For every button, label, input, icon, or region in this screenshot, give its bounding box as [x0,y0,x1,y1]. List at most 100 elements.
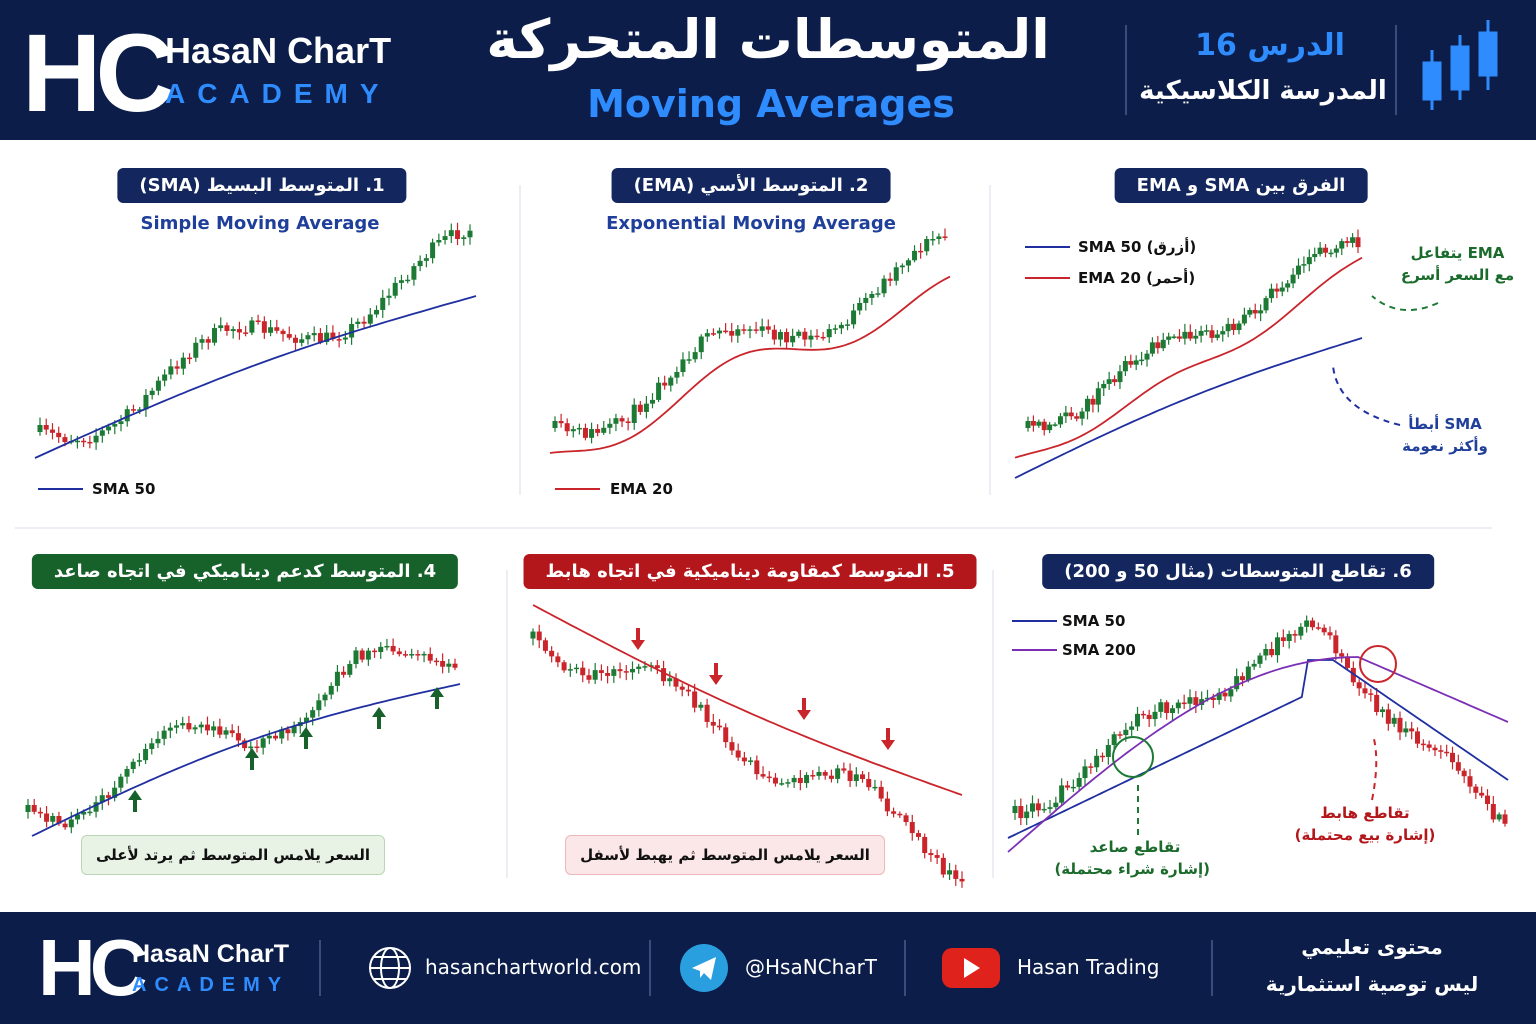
candle-body [1182,331,1188,339]
crossover-marker [1112,736,1154,778]
candle-body [1117,371,1123,383]
charts [15,185,1509,888]
candle-body [293,337,299,343]
candle-body [924,239,930,252]
candle-body [311,333,317,336]
sma-line [1014,337,1363,479]
candle-body [1053,802,1059,808]
sma-line [1007,656,1509,853]
candle-body [698,336,704,353]
candle-body [947,870,953,875]
candle-body [785,782,791,784]
candle-body [249,320,255,333]
candle-body [1176,336,1182,339]
candle-body [1304,620,1310,627]
candle-body [723,330,729,333]
disclaimer: ليس توصية استثمارية [1265,972,1479,996]
candle-body [1158,702,1164,712]
candle-body [1012,806,1018,813]
candle-body [433,660,439,663]
candle-body [1155,342,1161,349]
candle-body [136,760,142,762]
candle-body [847,770,853,782]
candle-body [286,334,292,338]
candle-body [118,776,124,788]
candle-body [143,748,149,761]
candle-body [1117,734,1123,736]
candle-body [636,666,642,669]
candle-body [1321,627,1327,633]
candle-body [802,331,808,340]
candle-body [680,359,686,373]
candle-body [822,772,828,776]
candle-body [1063,412,1069,417]
candle-body [601,427,607,433]
panel-title: الفرق بين SMA و EMA [1114,168,1368,203]
candle-body [417,260,423,267]
candle-body [1187,697,1193,704]
candle-body [1234,676,1240,690]
ema-line [1014,256,1363,459]
candle-body [552,421,558,428]
candle-body [1216,692,1222,700]
legend-entry: SMA 50 (أزرق) [1078,238,1197,256]
candle-body [1279,287,1285,292]
candle-body [668,377,674,386]
candle-body [310,710,316,718]
candle-body [1041,421,1047,431]
school: المدرسة الكلاسيكية [1139,76,1387,106]
candle-body [735,329,741,336]
candle-body [155,738,161,744]
candle-body [878,786,884,799]
candle-body [1268,288,1274,299]
logo: HC [38,923,148,1012]
candle-body [1327,632,1333,636]
candle-body [790,335,796,343]
candle-body [349,323,355,338]
candle-body [631,404,637,424]
candle-body [891,811,897,814]
candle-body [273,735,279,739]
annotation-line: تقاطع صاعد [1089,838,1181,856]
footer-icons [319,940,1213,996]
candle-body [673,678,679,687]
candle-body [229,730,235,734]
candle-body [1274,288,1280,292]
footer [0,912,1536,1024]
candle-body [211,726,217,731]
candle-body [1241,314,1247,324]
candle-body [1356,682,1362,689]
candle-body [1036,421,1042,426]
candle-body [592,670,598,680]
crossover-marker [1359,645,1397,683]
candle-body [930,238,936,241]
candle-body [589,429,595,438]
annotation: تقاطع هابط (إشارة بيع محتملة) [1290,802,1440,846]
sma-line [34,295,477,459]
candle-body [1129,726,1135,730]
candle-body [1140,713,1146,716]
candle-body [777,332,783,340]
brand-sub: ACADEMY [165,78,391,109]
legend-entry: SMA 50 [1062,612,1126,630]
candle-body [851,310,857,325]
divider [1125,25,1127,115]
candle-body [224,325,230,332]
candle-body [1263,298,1269,311]
candle-body [1374,694,1380,712]
candle-body [423,258,429,261]
candle-body [1052,424,1058,426]
candle-body [427,653,433,661]
candle-body [1252,310,1258,314]
candle-body [884,798,890,812]
candle-body [1467,776,1473,787]
candle-body [692,691,698,708]
candle-body [1135,713,1140,727]
candle-body [1432,747,1438,751]
candle-body [661,668,667,682]
candle-body [336,339,342,341]
candle-body [1245,666,1251,681]
candle-body [741,757,747,762]
candle-body [380,297,386,310]
candle-body [1263,649,1269,656]
